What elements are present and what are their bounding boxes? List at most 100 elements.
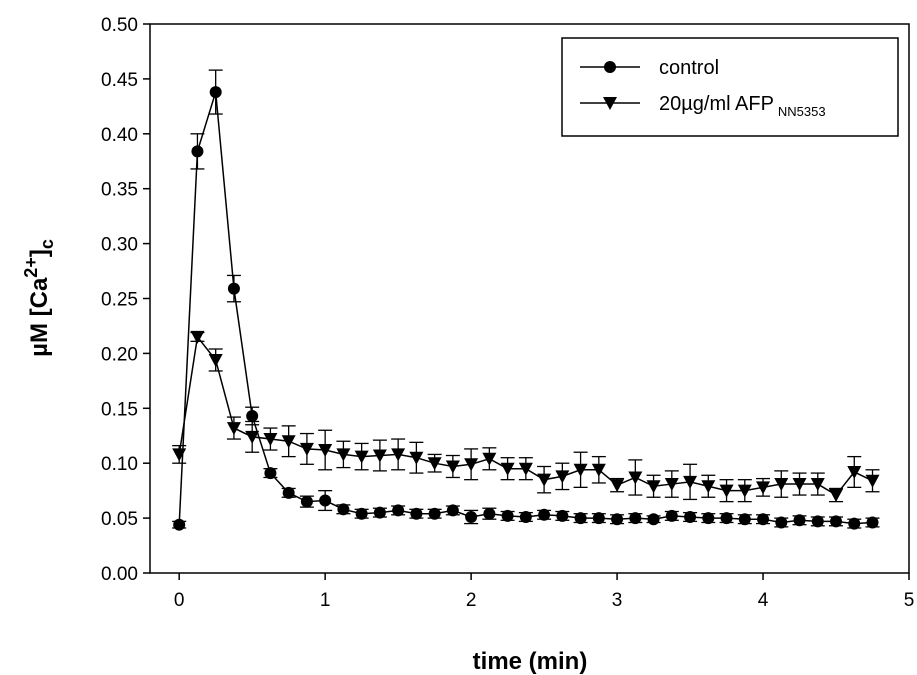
y-tick-label: 0.20 [101, 344, 138, 365]
data-point [775, 516, 788, 529]
data-point [427, 457, 442, 471]
data-point [446, 504, 459, 517]
x-tick-label: 4 [758, 590, 769, 611]
data-point [684, 511, 697, 524]
data-point [574, 512, 587, 525]
data-point [264, 467, 277, 480]
data-point [611, 513, 624, 526]
x-axis-title: time (min) [473, 648, 588, 675]
data-point [410, 507, 423, 520]
data-point [299, 442, 314, 456]
data-point [720, 512, 733, 525]
legend-label-afp-main: 20µg/ml AFP [659, 93, 774, 115]
data-point [227, 282, 240, 295]
data-point [719, 484, 734, 498]
data-point [319, 494, 332, 507]
data-point [556, 509, 569, 522]
x-tick-label: 2 [466, 590, 477, 611]
x-tick-label: 1 [320, 590, 331, 611]
data-point [847, 465, 862, 479]
data-point [702, 512, 715, 525]
data-point [445, 460, 460, 474]
legend-label-control: control [659, 57, 719, 79]
data-point [336, 448, 351, 462]
data-point [191, 145, 204, 158]
data-point [246, 409, 259, 422]
data-point [208, 353, 223, 367]
y-tick-label: 0.50 [101, 15, 138, 36]
data-point [500, 462, 515, 476]
data-point [756, 481, 771, 495]
data-point [209, 86, 222, 99]
data-point [372, 449, 387, 463]
data-point [282, 486, 295, 499]
data-point [392, 504, 405, 517]
data-point [190, 330, 205, 344]
data-point [172, 448, 187, 462]
legend-label-afp-sub: NN5353 [778, 104, 826, 119]
y-axis-title: µM [Ca2+]c [21, 239, 57, 357]
data-point [738, 513, 751, 526]
data-point [629, 512, 642, 525]
data-point [774, 478, 789, 492]
data-point [226, 422, 241, 436]
data-point [373, 506, 386, 519]
data-point [428, 507, 441, 520]
y-tick-label: 0.15 [101, 399, 138, 420]
x-tick-label: 5 [904, 590, 915, 611]
y-tick-label: 0.10 [101, 454, 138, 475]
data-point [519, 511, 532, 524]
data-point [646, 480, 661, 494]
axes: 0.00 0.05 0.10 0.15 0.20 0.25 0.30 0.35 0.40 0.45… [101, 15, 914, 611]
data-point [792, 478, 807, 492]
series-afp [172, 330, 880, 503]
data-point [757, 513, 770, 526]
data-point [354, 450, 369, 464]
x-tick-label: 3 [612, 590, 623, 611]
data-point [483, 507, 496, 520]
x-tick-label: 0 [174, 590, 185, 611]
y-tick-label: 0.35 [101, 180, 138, 201]
y-axis-title-close: ] [26, 249, 53, 257]
legend-label-afp: 20µg/ml AFP NN5353 [659, 93, 826, 119]
data-point [263, 433, 278, 447]
data-point [538, 508, 551, 521]
data-point [281, 435, 296, 449]
data-point [810, 478, 825, 492]
data-point [683, 475, 698, 489]
data-point [300, 495, 313, 508]
data-point [518, 462, 533, 476]
data-point [829, 489, 844, 503]
y-tick-label: 0.40 [101, 125, 138, 146]
data-point [811, 515, 824, 528]
legend-box [561, 37, 899, 137]
y-tick-label: 0.25 [101, 290, 138, 311]
y-tick-label: 0.30 [101, 235, 138, 256]
data-point [665, 509, 678, 522]
data-point [464, 458, 479, 472]
data-point [537, 473, 552, 487]
data-point [355, 507, 368, 520]
data-point [245, 430, 260, 444]
y-axis-title-sub: c [37, 239, 57, 249]
data-point [501, 509, 514, 522]
y-tick-label: 0.05 [101, 509, 138, 530]
data-point [848, 517, 861, 530]
series-control [172, 69, 880, 531]
legend-marker-control [604, 61, 616, 73]
y-axis-title-sup: 2+ [21, 257, 41, 278]
data-point [737, 484, 752, 498]
data-point [701, 480, 716, 494]
data-point [465, 511, 478, 524]
legend-marker-afp [603, 97, 617, 110]
data-point [318, 444, 333, 458]
data-point [865, 474, 880, 488]
data-point [664, 478, 679, 492]
data-point [482, 452, 497, 466]
data-point [409, 451, 424, 465]
y-tick-label: 0.45 [101, 70, 138, 91]
data-point [830, 515, 843, 528]
y-axis-title-main: µM [Ca [26, 277, 53, 357]
data-point [628, 471, 643, 485]
data-point [610, 479, 625, 493]
